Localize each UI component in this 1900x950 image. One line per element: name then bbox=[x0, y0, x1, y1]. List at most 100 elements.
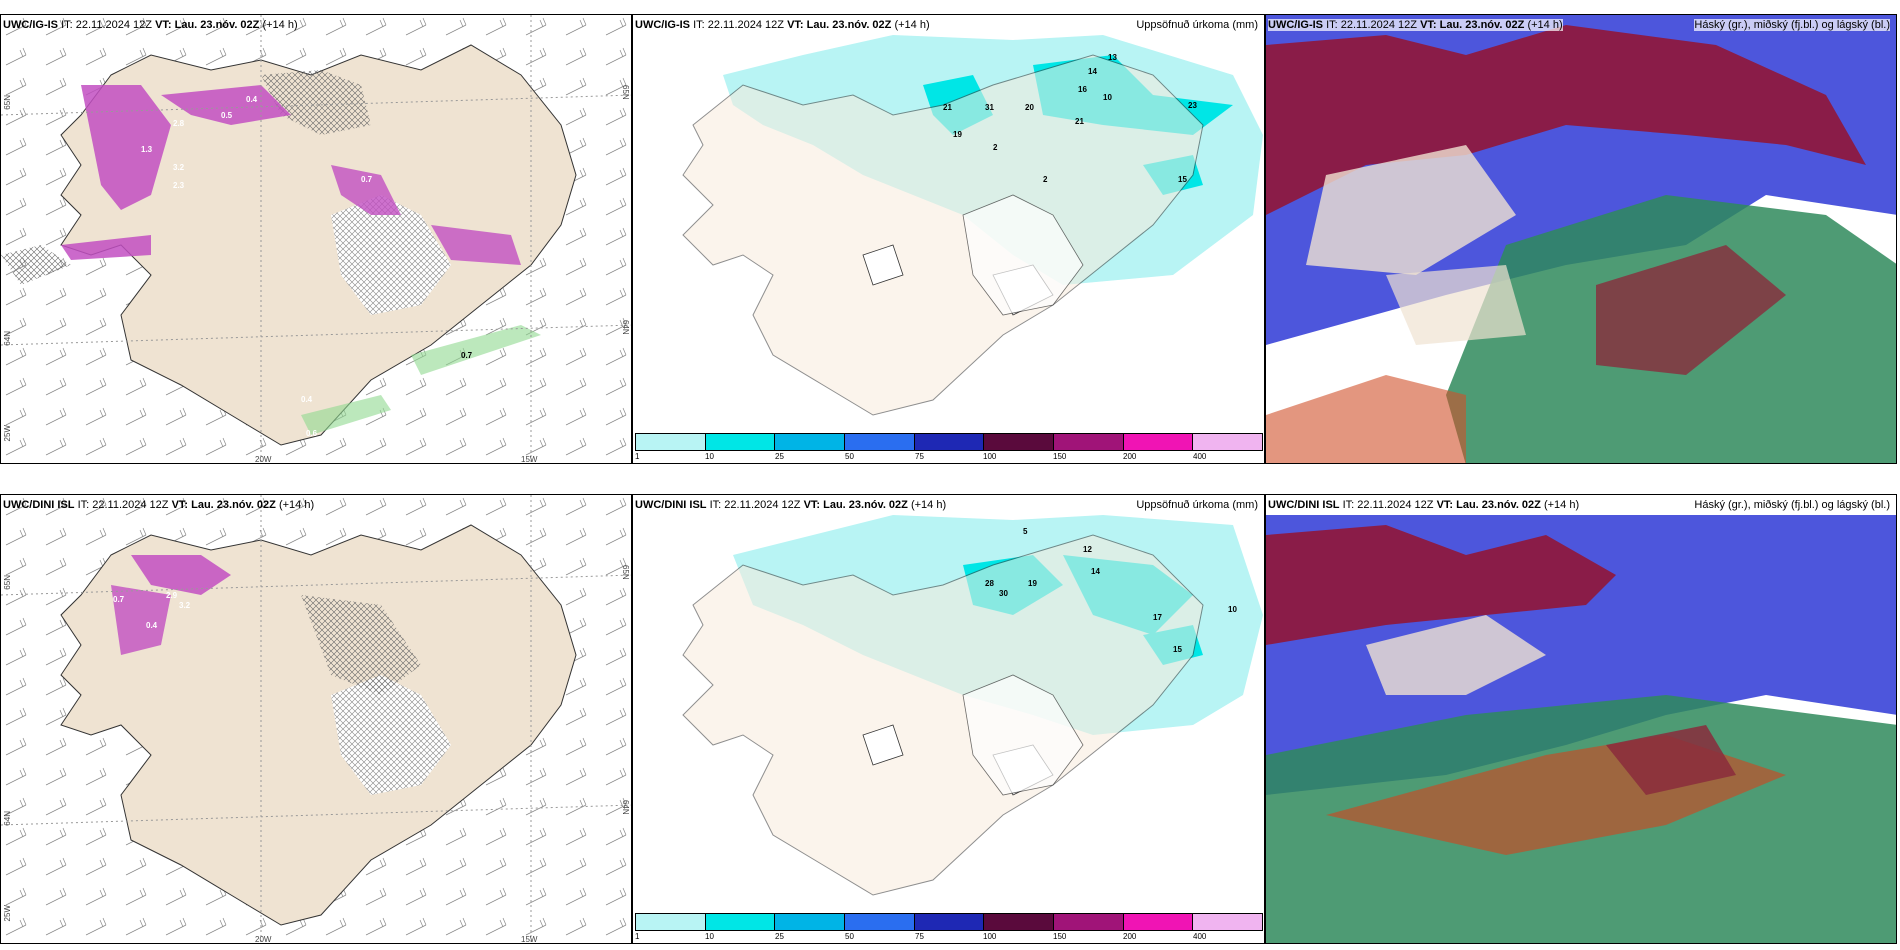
panel-title: Uppsöfnuð úrkoma (mm) bbox=[1136, 499, 1258, 511]
precip-value: 28 bbox=[985, 579, 994, 588]
panel-header: UWC/DINI ISL IT: 22.11.2024 12Z VT: Lau.… bbox=[1268, 499, 1580, 511]
panel-header: UWC/IG-IS IT: 22.11.2024 12Z VT: Lau. 23… bbox=[635, 19, 930, 31]
lat-label: 65N bbox=[3, 95, 12, 110]
colorbar-swatch bbox=[1123, 434, 1194, 450]
lon-label: 20W bbox=[255, 455, 272, 464]
precip-value: 23 bbox=[1188, 101, 1197, 110]
lon-label: 20W bbox=[255, 935, 272, 944]
colorbar-swatch bbox=[984, 914, 1055, 930]
contour-label: 2.3 bbox=[173, 181, 185, 190]
map-precip-type bbox=[1, 15, 631, 463]
colorbar-label: 1 bbox=[635, 932, 640, 941]
panel-header: UWC/DINI ISL IT: 22.11.2024 12Z VT: Lau.… bbox=[3, 499, 315, 511]
lat-label: 65N bbox=[621, 85, 630, 100]
lat-label: 64N bbox=[3, 331, 12, 346]
precip-value: 14 bbox=[1088, 67, 1097, 76]
panel-bottom-left: UWC/DINI ISL IT: 22.11.2024 12Z VT: Lau.… bbox=[0, 494, 632, 944]
precip-value: 10 bbox=[1103, 93, 1112, 102]
contour-label: 2.9 bbox=[166, 591, 178, 600]
contour-label: 0.7 bbox=[113, 595, 125, 604]
colorbar-swatch bbox=[914, 434, 985, 450]
contour-label: 0.4 bbox=[301, 395, 313, 404]
panel-top-right: UWC/IG-IS IT: 22.11.2024 12Z VT: Lau. 23… bbox=[1265, 14, 1897, 464]
contour-label: 2.8 bbox=[173, 119, 185, 128]
colorbar-label: 100 bbox=[983, 452, 997, 461]
colorbar-label: 1 bbox=[635, 452, 640, 461]
contour-label: 3.2 bbox=[173, 163, 185, 172]
precip-value: 2 bbox=[993, 143, 998, 152]
colorbar-label: 10 bbox=[705, 452, 714, 461]
iceland-landmass bbox=[60, 524, 577, 926]
precip-value: 12 bbox=[1083, 545, 1092, 554]
contour-label: 0.6 bbox=[306, 429, 318, 438]
panel-header: UWC/DINI ISL IT: 22.11.2024 12Z VT: Lau.… bbox=[635, 499, 947, 511]
panel-top-left: UWC/IG-IS IT: 22.11.2024 12Z VT: Lau. 23… bbox=[0, 14, 632, 464]
precip-value: 15 bbox=[1178, 175, 1187, 184]
colorbar-swatch bbox=[845, 914, 915, 930]
precip-value: 15 bbox=[1173, 645, 1182, 654]
panel-title: Uppsöfnuð úrkoma (mm) bbox=[1136, 19, 1258, 31]
lon-label: 15W bbox=[521, 935, 538, 944]
precip-value: 19 bbox=[1028, 579, 1037, 588]
colorbar-label: 75 bbox=[915, 932, 924, 941]
colorbar-swatch bbox=[1193, 434, 1263, 450]
contour-label: 0.4 bbox=[146, 621, 158, 630]
colorbar-label: 150 bbox=[1053, 932, 1067, 941]
precip-value: 20 bbox=[1025, 103, 1034, 112]
panel-bottom-middle: UWC/DINI ISL IT: 22.11.2024 12Z VT: Lau.… bbox=[632, 494, 1265, 944]
lat-label: 65N bbox=[621, 565, 630, 580]
lon-label: 15W bbox=[521, 455, 538, 464]
colorbar-swatch bbox=[914, 914, 985, 930]
colorbar-label: 75 bbox=[915, 452, 924, 461]
panel-header: UWC/IG-IS IT: 22.11.2024 12Z VT: Lau. 23… bbox=[3, 19, 298, 31]
map-accumulated-precip bbox=[682, 35, 1263, 416]
contour-label: 1.3 bbox=[141, 145, 153, 154]
contour-label: 0.5 bbox=[221, 111, 233, 120]
iceland-landmass bbox=[682, 534, 1204, 896]
colorbar-swatch bbox=[1193, 914, 1263, 930]
precip-value: 2 bbox=[1043, 175, 1048, 184]
lat-label: 25W bbox=[3, 905, 12, 922]
precip-value: 14 bbox=[1091, 567, 1100, 576]
map-cloud-cover bbox=[1266, 495, 1896, 943]
colorbar-label: 400 bbox=[1193, 932, 1207, 941]
colorbar-label: 100 bbox=[983, 932, 997, 941]
colorbar-swatch bbox=[845, 434, 915, 450]
contour-label: 0.4 bbox=[246, 95, 258, 104]
colorbar-label: 50 bbox=[845, 932, 854, 941]
precip-value: 19 bbox=[953, 130, 962, 139]
colorbar-swatch bbox=[775, 914, 846, 930]
colorbar-label: 150 bbox=[1053, 452, 1067, 461]
map-accumulated-precip bbox=[682, 515, 1263, 896]
contour-label: 3.2 bbox=[179, 601, 191, 610]
panel-bottom-right: UWC/DINI ISL IT: 22.11.2024 12Z VT: Lau.… bbox=[1265, 494, 1897, 944]
colorbar-swatch bbox=[1054, 434, 1124, 450]
contour-label: 0.7 bbox=[461, 351, 473, 360]
panel-header: UWC/IG-IS IT: 22.11.2024 12Z VT: Lau. 23… bbox=[1268, 19, 1563, 31]
contour-label: 0.7 bbox=[361, 175, 373, 184]
colorbar-label: 10 bbox=[705, 932, 714, 941]
map-cloud-cover bbox=[1266, 15, 1896, 463]
precip-value: 16 bbox=[1078, 85, 1087, 94]
colorbar-label: 25 bbox=[775, 452, 784, 461]
colorbar-swatch bbox=[1123, 914, 1194, 930]
precip-value: 17 bbox=[1153, 613, 1162, 622]
colorbar-swatch bbox=[705, 914, 776, 930]
lat-label: 64N bbox=[3, 811, 12, 826]
precip-value: 13 bbox=[1108, 53, 1117, 62]
precip-value: 21 bbox=[943, 103, 952, 112]
precip-value: 31 bbox=[985, 103, 994, 112]
colorbar-swatch bbox=[705, 434, 776, 450]
colorbar-label: 25 bbox=[775, 932, 784, 941]
panel-title: Háský (gr.), miðský (fj.bl.) og lágský (… bbox=[1694, 19, 1890, 31]
colorbar-swatch bbox=[636, 914, 706, 930]
colorbar-label: 200 bbox=[1123, 452, 1137, 461]
map-precip-type bbox=[1, 495, 631, 943]
colorbar-label: 50 bbox=[845, 452, 854, 461]
precip-value: 5 bbox=[1023, 527, 1028, 536]
colorbar-label: 400 bbox=[1193, 452, 1207, 461]
lat-label: 64N bbox=[621, 320, 630, 335]
precip-value: 30 bbox=[999, 589, 1008, 598]
panel-top-middle: UWC/IG-IS IT: 22.11.2024 12Z VT: Lau. 23… bbox=[632, 14, 1265, 464]
lat-label: 65N bbox=[3, 575, 12, 590]
